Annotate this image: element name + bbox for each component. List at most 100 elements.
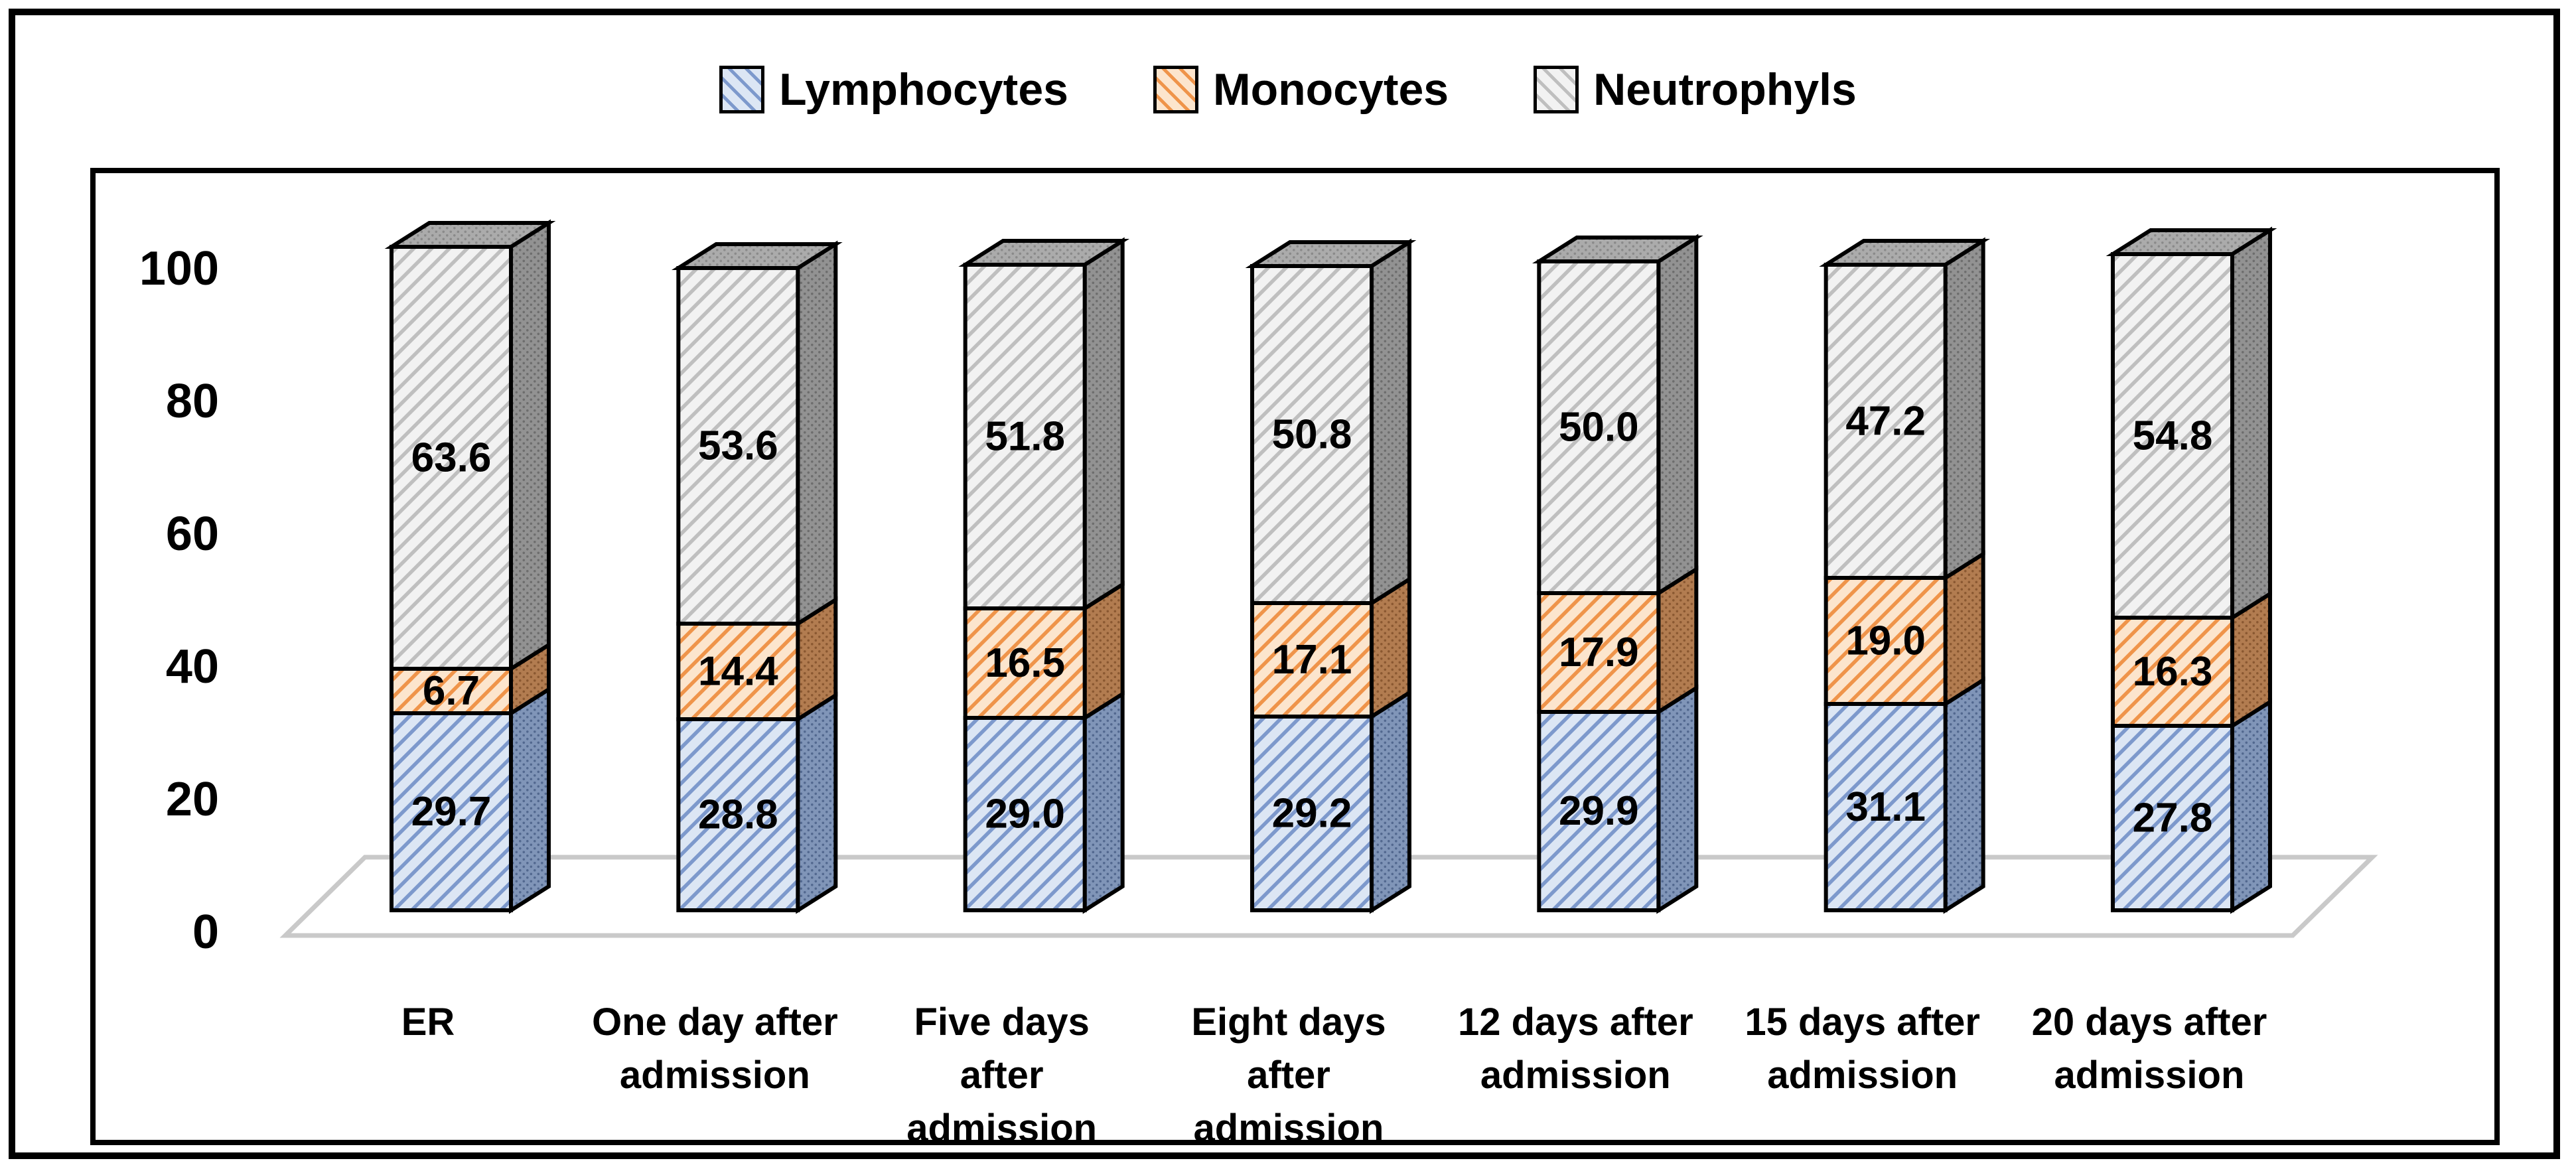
bar-top-face [958, 239, 1130, 267]
value-label: 50.0 [1559, 404, 1639, 450]
category-label: 15 days after admission [1745, 1001, 1980, 1097]
bar-side-segment [2230, 226, 2272, 622]
bar-front-segment [390, 245, 513, 671]
bar-front-segment [1537, 710, 1661, 912]
bar-group: 31.1 19.0 47.2 [1819, 237, 1991, 914]
bar-front-segment [1250, 715, 1374, 912]
category-label: Eight days after admission [1191, 1001, 1386, 1150]
legend: Lymphocytes Monocytes Neutrophyls [40, 40, 2536, 139]
category-label-line: 20 days after [2032, 1001, 2267, 1044]
neutrophyls-swatch-icon [1534, 66, 1579, 113]
value-label: 16.5 [985, 640, 1065, 686]
value-label: 29.7 [411, 789, 492, 835]
category-label: One day after admission [592, 1001, 838, 1097]
bar-top-face [1819, 239, 1991, 267]
bar-top-face [1532, 236, 1703, 263]
value-label: 6.7 [423, 668, 480, 714]
category-label-line: after [960, 1054, 1044, 1097]
legend-label-lymphocytes: Lymphocytes [779, 64, 1068, 115]
value-label: 31.1 [1845, 784, 1926, 830]
bar-front-segment [1250, 264, 1374, 605]
y-tick-label: 80 [166, 375, 219, 428]
value-label: 17.1 [1272, 637, 1352, 683]
y-tick-label: 20 [166, 773, 219, 826]
category-label-line: admission [2054, 1054, 2245, 1097]
category-label-line: admission [1194, 1107, 1384, 1150]
category-label: Five days after admission [906, 1001, 1097, 1150]
y-tick-label: 40 [166, 640, 219, 693]
bar-group: 29.2 17.1 50.8 [1245, 238, 1417, 914]
bar-top-face [1245, 240, 1417, 268]
plot-border [90, 168, 2500, 1145]
bar-group: 29.9 17.9 50.0 [1532, 234, 1703, 914]
bar-side-segment [1656, 684, 1699, 914]
bar-front-segment [390, 711, 513, 912]
category-label-line: admission [1480, 1054, 1671, 1097]
category-label-line: after [1247, 1054, 1330, 1097]
bar-side-segment [1656, 234, 1699, 597]
bar-group: 29.7 6.7 63.6 [384, 219, 556, 914]
bar-front-segment [390, 667, 513, 715]
bar-front-segment [963, 263, 1087, 610]
bar-side-segment [1082, 690, 1125, 914]
value-label: 50.8 [1272, 411, 1352, 457]
bar-front-segment [1250, 601, 1374, 719]
bar-side-segment [1943, 676, 1985, 914]
category-label: 20 days after admission [2032, 1001, 2267, 1097]
bar-side-segment [2230, 698, 2272, 914]
bar-group: 28.8 14.4 53.6 [671, 240, 843, 914]
bar-side-segment [509, 219, 551, 673]
category-label-line: admission [1767, 1054, 1958, 1097]
bar-top-face [671, 242, 843, 270]
bar-front-segment [2110, 616, 2234, 728]
bar-side-segment [1082, 237, 1125, 612]
category-label-line: Eight days [1191, 1001, 1386, 1044]
value-label: 29.0 [985, 791, 1065, 837]
value-label: 29.9 [1559, 788, 1639, 834]
bar-side-segment [1369, 238, 1411, 607]
bar-front-segment [1824, 702, 1948, 912]
y-axis: 0 20 40 60 80 100 [139, 242, 219, 959]
y-tick-label: 0 [192, 906, 219, 959]
legend-label-neutrophyls: Neutrophyls [1593, 64, 1857, 115]
value-label: 14.4 [698, 648, 778, 694]
bar-front-segment [1824, 263, 1948, 580]
bar-side-segment [796, 691, 838, 914]
bar-front-segment [676, 622, 800, 721]
value-label: 27.8 [2133, 795, 2213, 841]
legend-label-monocytes: Monocytes [1212, 64, 1449, 115]
category-label-line: Five days [914, 1001, 1089, 1044]
bar-front-segment [2110, 724, 2234, 912]
bar-front-segment [1537, 259, 1661, 595]
legend-item-monocytes: Monocytes [1153, 64, 1449, 115]
category-label-line: One day after [592, 1001, 838, 1044]
category-label-line: 12 days after [1458, 1001, 1693, 1044]
value-label: 47.2 [1845, 398, 1926, 444]
bar-side-segment [1369, 689, 1411, 914]
bar-front-segment [1824, 576, 1948, 706]
value-label: 17.9 [1559, 630, 1639, 675]
value-label: 53.6 [698, 423, 778, 468]
value-label: 51.8 [985, 413, 1065, 459]
outer-border [9, 9, 2560, 1159]
bar-side-segment [509, 685, 551, 914]
bar-group: 27.8 16.3 54.8 [2106, 226, 2277, 914]
value-label: 28.8 [698, 792, 778, 837]
category-label: 12 days after admission [1458, 1001, 1693, 1097]
y-tick-label: 100 [139, 242, 219, 295]
value-label: 16.3 [2133, 649, 2213, 695]
value-label: 63.6 [411, 435, 492, 480]
lymphocytes-swatch-icon [719, 66, 765, 113]
legend-item-lymphocytes: Lymphocytes [719, 64, 1068, 115]
category-label-line: admission [906, 1107, 1097, 1150]
category-label: ER [401, 1001, 455, 1044]
value-label: 54.8 [2133, 413, 2213, 458]
bar-top-face [384, 221, 556, 249]
y-tick-label: 60 [166, 508, 219, 561]
bar-side-segment [1943, 237, 1985, 582]
bar-front-segment [2110, 252, 2234, 620]
bar-group: 29.0 16.5 51.8 [958, 237, 1130, 914]
legend-item-neutrophyls: Neutrophyls [1534, 64, 1857, 115]
